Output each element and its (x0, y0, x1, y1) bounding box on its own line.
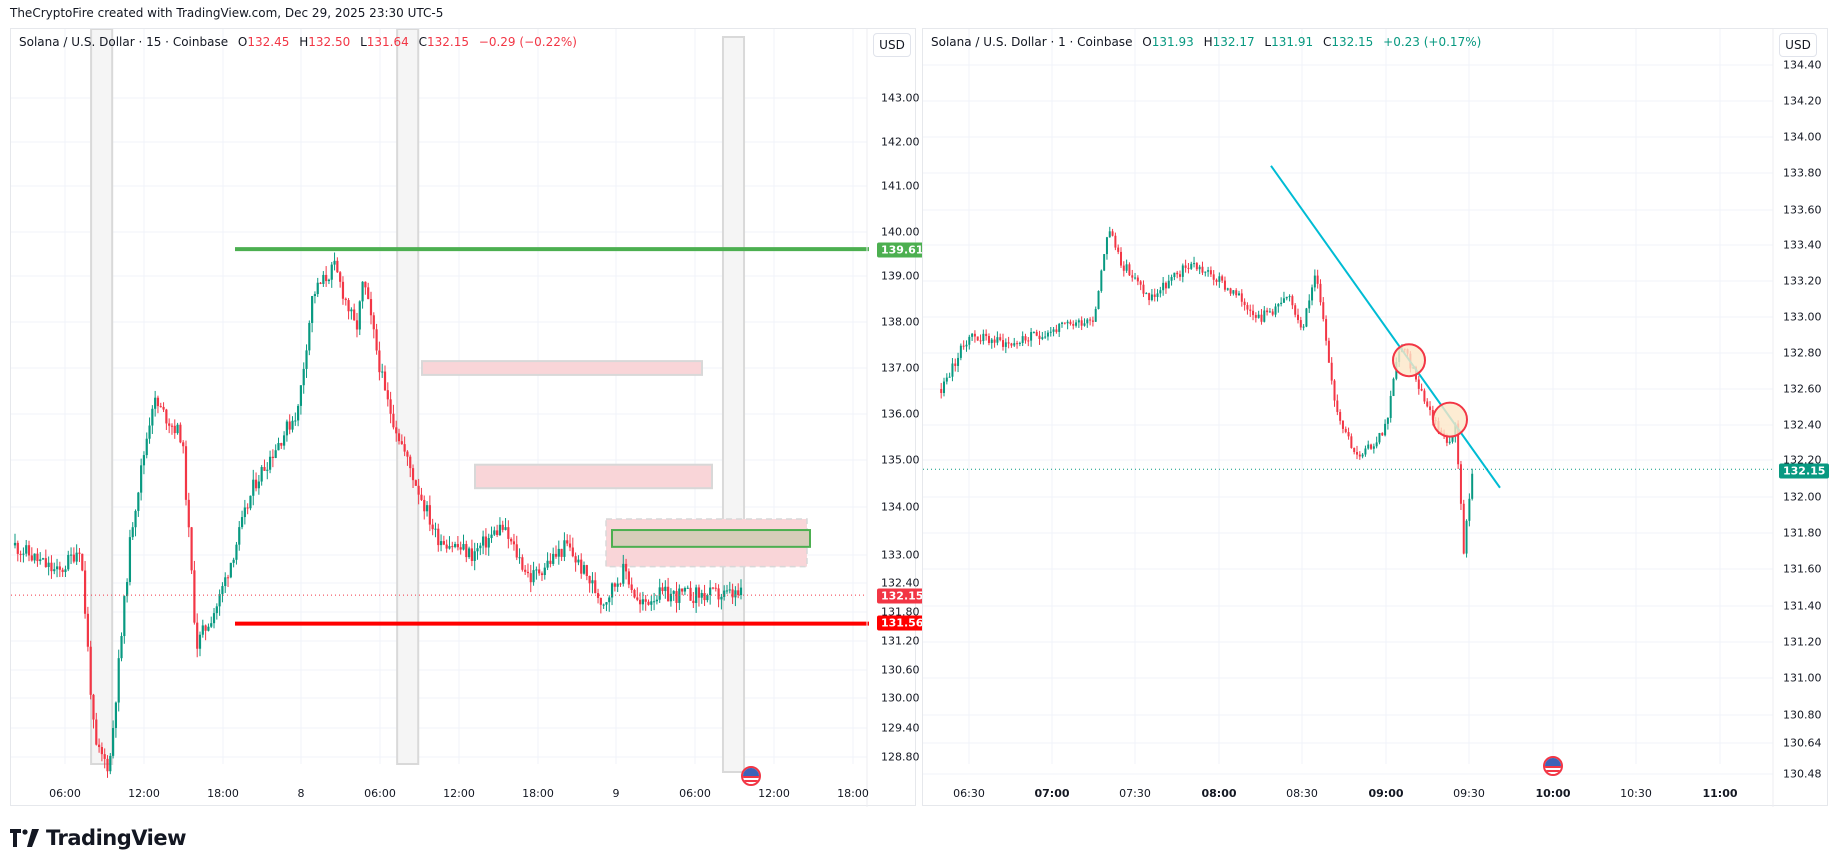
price-axis-label: 130.64 (1783, 736, 1822, 750)
price-axis-label: 133.20 (1783, 274, 1822, 288)
price-axis-label: 131.20 (881, 634, 920, 648)
price-axis-label: 132.40 (881, 576, 920, 590)
time-axis-label: 18:00 (837, 787, 869, 800)
price-tag: 131.56 (877, 615, 928, 631)
price-axis-label: 143.00 (881, 91, 920, 105)
price-axis-label: 131.80 (1783, 526, 1822, 540)
price-axis-label: 131.80 (881, 605, 920, 619)
time-axis-label: 09:30 (1453, 787, 1485, 800)
open-value: 131.93 (1151, 35, 1194, 49)
time-axis-label: 12:00 (443, 787, 475, 800)
price-axis-label: 128.80 (881, 750, 920, 764)
time-axis-label: 07:00 (1034, 787, 1070, 800)
price-axis-label: 140.00 (881, 225, 920, 239)
price-axis-label: 139.00 (881, 269, 920, 283)
price-axis-label: 129.40 (881, 721, 920, 735)
us-flag-event-icon[interactable] (741, 766, 761, 786)
time-axis-label: 06:00 (679, 787, 711, 800)
price-axis-label: 134.00 (1783, 130, 1822, 144)
currency-button[interactable]: USD (1779, 33, 1817, 57)
time-axis-label: 07:30 (1119, 787, 1151, 800)
symbol-title: Solana / U.S. Dollar · 15 · Coinbase (19, 35, 229, 49)
time-axis-label: 8 (297, 787, 305, 800)
price-axis-label: 131.40 (1783, 599, 1822, 613)
price-axis-label: 132.40 (1783, 418, 1822, 432)
close-value: 132.15 (426, 35, 469, 49)
price-axis-label: 130.48 (1783, 767, 1822, 781)
time-axis-label: 06:00 (364, 787, 396, 800)
price-axis-label: 136.00 (881, 407, 920, 421)
price-axis-label: 133.40 (1783, 238, 1822, 252)
left-chart-panel[interactable]: Solana / U.S. Dollar · 15 · Coinbase O13… (10, 28, 928, 807)
price-axis-label: 133.80 (1783, 166, 1822, 180)
right-chart-canvas[interactable] (923, 29, 1829, 807)
chart-credit: TheCryptoFire created with TradingView.c… (10, 6, 444, 20)
price-axis-label: 131.20 (1783, 635, 1822, 649)
price-axis-label: 134.20 (1783, 94, 1822, 108)
price-tag: 132.15 (877, 588, 928, 604)
price-axis-label: 138.00 (881, 315, 920, 329)
low-value: 131.64 (366, 35, 409, 49)
high-value: 132.50 (308, 35, 351, 49)
tradingview-logo[interactable]: TradingView (10, 826, 186, 850)
price-axis-label: 141.00 (881, 179, 920, 193)
time-axis-label: 12:00 (128, 787, 160, 800)
right-chart-panel[interactable]: Solana / U.S. Dollar · 1 · Coinbase O131… (922, 28, 1830, 807)
price-axis-label: 132.60 (1783, 382, 1822, 396)
time-axis-label: 08:30 (1286, 787, 1318, 800)
right-chart-legend: Solana / U.S. Dollar · 1 · Coinbase O131… (931, 35, 1482, 49)
change-value: −0.29 (−0.22%) (478, 35, 577, 49)
price-axis-label: 130.00 (881, 691, 920, 705)
time-axis-label: 18:00 (522, 787, 554, 800)
left-chart-canvas[interactable] (11, 29, 917, 807)
symbol-title: Solana / U.S. Dollar · 1 · Coinbase (931, 35, 1133, 49)
time-axis-label: 9 (612, 787, 620, 800)
price-axis-label: 133.00 (1783, 310, 1822, 324)
price-axis-label: 137.00 (881, 361, 920, 375)
time-axis-label: 09:00 (1368, 787, 1404, 800)
low-value: 131.91 (1271, 35, 1314, 49)
price-axis-label: 133.60 (1783, 203, 1822, 217)
price-axis-label: 131.60 (1783, 562, 1822, 576)
tradingview-logo-icon (10, 829, 39, 847)
price-axis-label: 132.20 (1783, 453, 1822, 467)
price-axis-label: 134.00 (881, 500, 920, 514)
time-axis-label: 06:30 (953, 787, 985, 800)
price-axis-label: 132.80 (1783, 346, 1822, 360)
open-value: 132.45 (247, 35, 290, 49)
price-axis-label: 142.00 (881, 135, 920, 149)
price-axis-label: 130.80 (1783, 708, 1822, 722)
us-flag-event-icon[interactable] (1543, 756, 1563, 776)
price-axis-label: 133.00 (881, 548, 920, 562)
time-axis-label: 10:30 (1620, 787, 1652, 800)
time-axis-label: 10:00 (1535, 787, 1571, 800)
high-value: 132.17 (1212, 35, 1255, 49)
time-axis-label: 08:00 (1201, 787, 1237, 800)
price-axis-label: 131.00 (1783, 671, 1822, 685)
price-axis-label: 134.40 (1783, 58, 1822, 72)
price-axis-label: 132.00 (1783, 490, 1822, 504)
price-tag: 132.15 (1779, 463, 1830, 479)
price-axis-label: 130.60 (881, 663, 920, 677)
change-value: +0.23 (+0.17%) (1383, 35, 1482, 49)
time-axis-label: 11:00 (1702, 787, 1738, 800)
time-axis-label: 18:00 (207, 787, 239, 800)
close-value: 132.15 (1331, 35, 1374, 49)
time-axis-label: 06:00 (49, 787, 81, 800)
tradingview-logo-text: TradingView (46, 826, 186, 850)
left-chart-legend: Solana / U.S. Dollar · 15 · Coinbase O13… (19, 35, 577, 49)
price-tag: 139.61 (877, 242, 928, 258)
time-axis-label: 12:00 (758, 787, 790, 800)
currency-button[interactable]: USD (873, 33, 911, 57)
price-axis-label: 135.00 (881, 453, 920, 467)
